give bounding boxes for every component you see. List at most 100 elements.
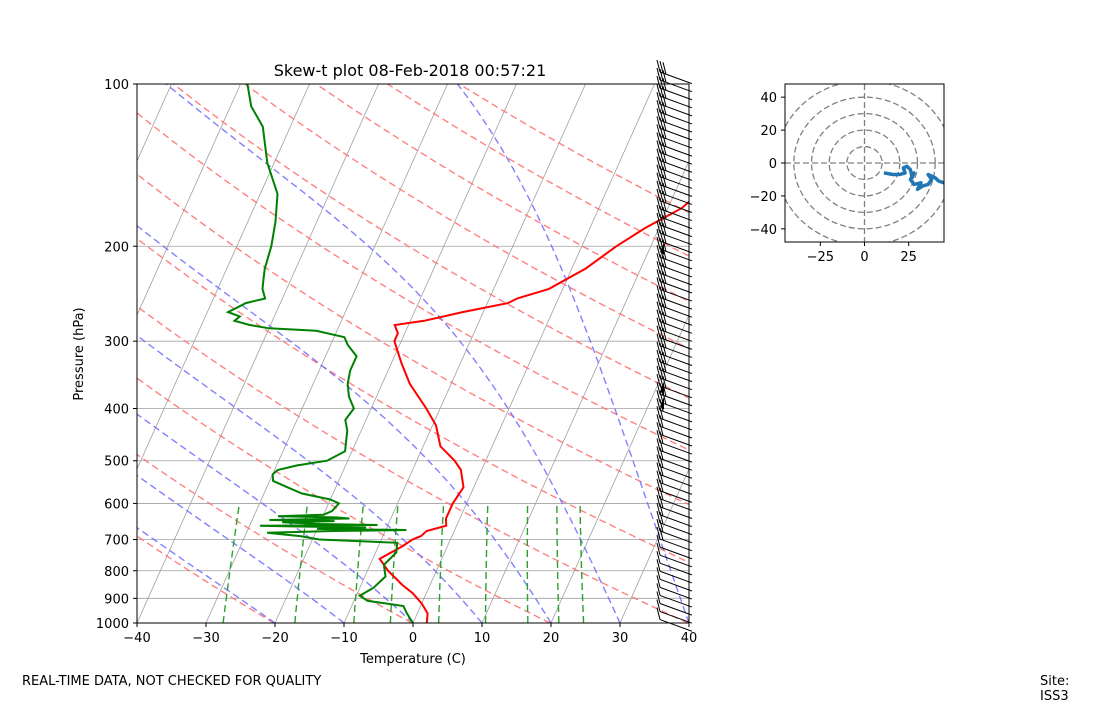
barb-flag <box>656 188 661 201</box>
barb-flag <box>656 67 661 81</box>
barb-flag <box>659 479 664 492</box>
barb-flag <box>656 108 661 121</box>
barb-flag <box>656 357 661 371</box>
barb-flag <box>656 172 661 185</box>
moist-adiabat <box>137 413 414 623</box>
wind-barb <box>656 156 693 181</box>
skewt-axes: −40 −30 −20 −10 0 10 20 30 40 100 200 300 400 500 600 7… <box>72 59 697 667</box>
barb-flag <box>656 92 661 105</box>
barb-shaft <box>659 474 693 487</box>
barb-pennant <box>660 396 664 410</box>
wind-barb <box>656 414 693 439</box>
barb-flag <box>662 102 667 115</box>
barb-flag <box>659 189 664 203</box>
barb-flag <box>659 125 664 138</box>
barb-flag <box>662 319 667 333</box>
barb-flag <box>659 350 664 364</box>
barb-flag <box>656 285 661 298</box>
barb-flag <box>659 69 664 82</box>
hodograph-plot <box>785 84 944 242</box>
barb-shaft <box>659 208 693 222</box>
barb-flag <box>659 205 664 219</box>
wind-barb <box>656 180 693 205</box>
barb-flag <box>656 454 661 467</box>
barb-flag <box>659 254 664 267</box>
barb-flag <box>662 335 667 349</box>
barb-flag <box>656 59 661 73</box>
wind-barb <box>656 494 693 519</box>
barb-shaft <box>659 586 693 600</box>
hodo-x-tick-label: 25 <box>900 250 917 265</box>
barb-flag <box>656 325 661 338</box>
wind-barb <box>656 333 693 358</box>
barb-flag <box>656 414 661 427</box>
barb-flag <box>656 212 661 226</box>
wind-barb <box>656 228 693 254</box>
hodograph-trace <box>883 164 944 192</box>
barb-shaft <box>659 87 693 101</box>
barb-flag <box>662 207 667 220</box>
barb-flag <box>656 502 661 516</box>
barb-flag <box>659 503 664 517</box>
wind-barb <box>656 67 693 93</box>
barb-shaft <box>659 168 693 181</box>
wind-barb <box>656 583 693 608</box>
wind-barb <box>656 357 693 383</box>
barb-flag <box>656 253 661 266</box>
barb-flag <box>656 124 661 137</box>
y-tick-label: 1000 <box>96 617 129 632</box>
barb-flag <box>656 518 661 532</box>
barb-shaft <box>659 393 693 407</box>
mixing-ratio-line <box>389 503 399 623</box>
hodo-x-tick-label: −25 <box>807 250 834 265</box>
x-tick-label: −30 <box>192 631 219 646</box>
barb-flag <box>662 255 667 268</box>
barb-shaft <box>659 401 693 415</box>
wind-barb <box>656 59 693 85</box>
barb-flag <box>659 60 664 74</box>
x-tick-label: −10 <box>330 631 357 646</box>
barb-shaft <box>659 482 693 495</box>
barb-flag <box>662 110 667 123</box>
hodo-x-tick-label: 0 <box>860 250 868 265</box>
skewt-series <box>225 84 689 623</box>
barb-flag <box>659 294 664 307</box>
barb-shaft <box>659 433 693 447</box>
barb-flag <box>659 471 664 484</box>
wind-barb <box>656 317 693 342</box>
barb-shaft <box>659 71 693 85</box>
isotherm-line <box>137 84 310 470</box>
barb-flag <box>659 173 664 186</box>
wind-barb <box>656 253 693 278</box>
dewpoint-trace <box>225 84 414 623</box>
barb-flag <box>659 487 664 501</box>
barb-shaft <box>659 321 693 334</box>
wind-barb <box>656 261 693 286</box>
barb-shaft <box>659 329 693 342</box>
barb-flag <box>659 77 664 90</box>
barb-flag <box>656 301 661 314</box>
y-tick-label: 300 <box>104 335 129 350</box>
barb-flag <box>662 142 667 155</box>
barb-flag <box>656 75 661 89</box>
barb-shaft <box>659 611 693 624</box>
wind-barb <box>656 269 693 294</box>
wind-barb <box>656 325 693 350</box>
dry-adiabat <box>137 377 551 623</box>
barb-flag <box>662 360 667 373</box>
skewt-curves <box>137 84 689 623</box>
barb-shaft <box>659 466 693 479</box>
barb-shaft <box>659 127 693 141</box>
barb-shaft <box>659 458 693 471</box>
wind-barb <box>656 148 693 173</box>
wind-barb <box>656 559 693 584</box>
dry-adiabat <box>387 84 689 257</box>
barb-flag <box>659 117 664 130</box>
barb-shaft <box>659 345 693 358</box>
barb-flag <box>662 86 667 99</box>
y-tick-label: 700 <box>104 534 129 549</box>
wind-barb <box>656 204 693 230</box>
barb-flag <box>656 132 661 145</box>
y-axis-label: Pressure (hPa) <box>72 307 87 400</box>
